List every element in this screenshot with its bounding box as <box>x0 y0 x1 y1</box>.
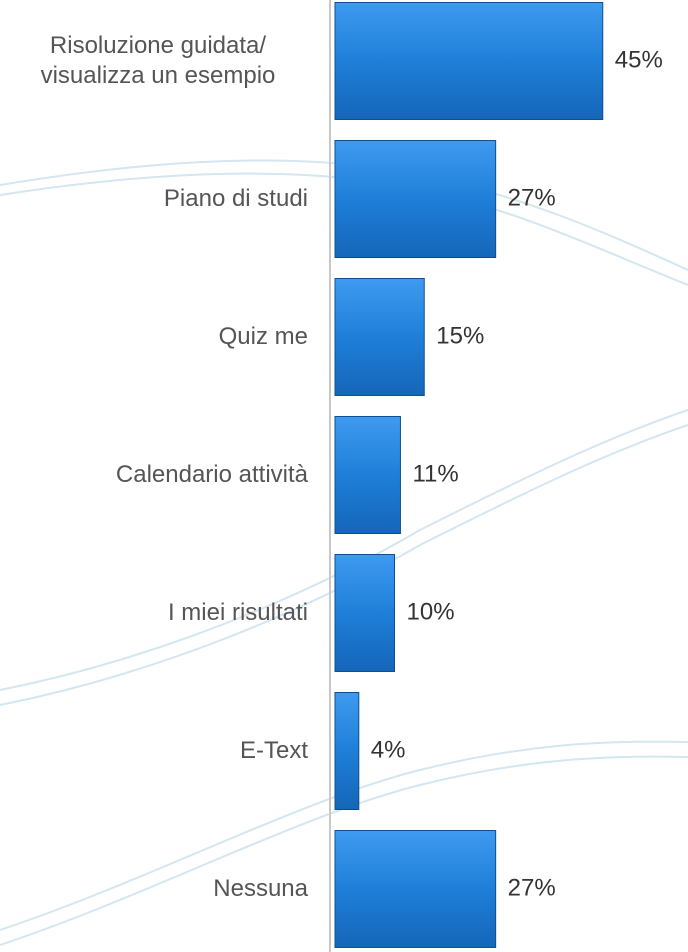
bar <box>334 416 401 534</box>
value-label: 10% <box>407 598 455 625</box>
background-swirls <box>0 159 688 946</box>
bar <box>334 554 395 672</box>
category-label: E-Text <box>8 736 308 766</box>
category-text: Piano di studi <box>163 185 308 212</box>
category-label: Piano di studi <box>8 184 308 214</box>
bar <box>334 692 360 810</box>
category-text: Quiz me <box>218 323 308 350</box>
category-text: Calendario attività <box>115 461 308 488</box>
category-text: Nessuna <box>213 875 308 902</box>
bar <box>334 2 604 120</box>
category-label: Calendario attività <box>8 460 308 490</box>
bar <box>334 278 425 396</box>
category-label: Quiz me <box>8 322 308 352</box>
category-text: I miei risultati <box>167 599 308 626</box>
value-label: 27% <box>508 184 556 211</box>
category-label: Nessuna <box>8 874 308 904</box>
bar <box>334 140 497 258</box>
value-label: 45% <box>615 46 663 73</box>
category-text: E-Text <box>239 737 308 764</box>
value-label: 4% <box>371 736 406 763</box>
value-label: 27% <box>508 874 556 901</box>
value-label: 15% <box>436 322 484 349</box>
category-label: Risoluzione guidata/ visualizza un esemp… <box>8 31 308 91</box>
value-label: 11% <box>412 460 458 487</box>
category-text: Risoluzione guidata/ visualizza un esemp… <box>40 32 276 89</box>
bar <box>334 830 497 948</box>
category-label: I miei risultati <box>8 598 308 628</box>
